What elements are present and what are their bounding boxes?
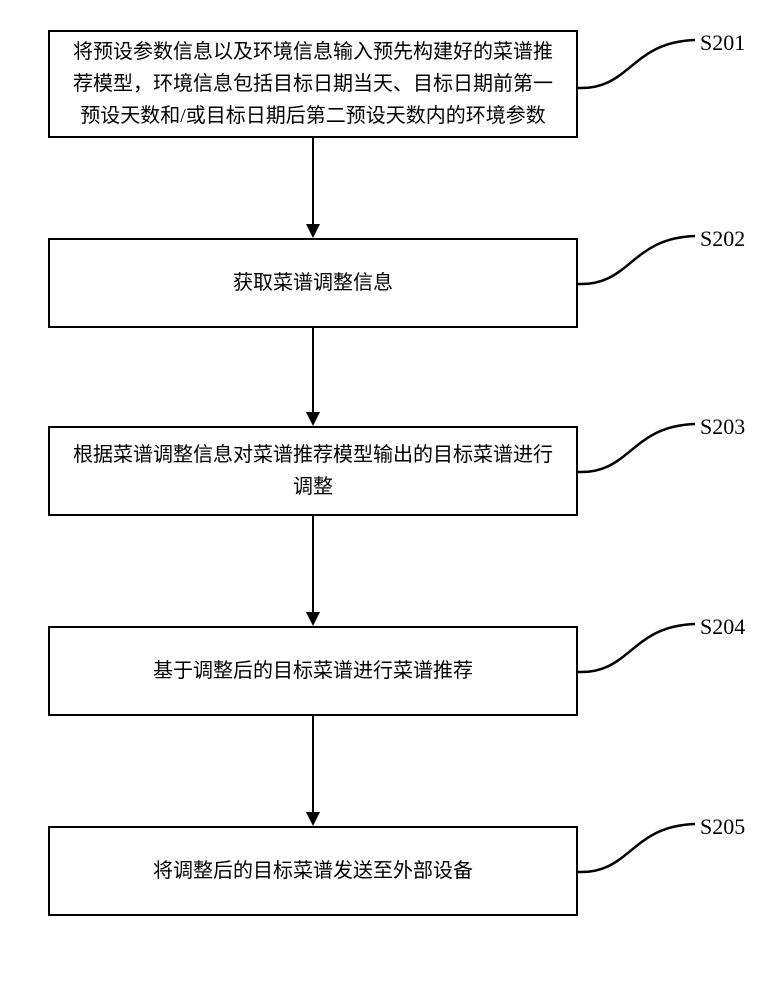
label-connector	[578, 420, 695, 476]
flow-step-box: 获取菜谱调整信息	[48, 238, 578, 328]
flow-step-text: 根据菜谱调整信息对菜谱推荐模型输出的目标菜谱进行调整	[70, 439, 556, 503]
flow-step-text: 将预设参数信息以及环境信息输入预先构建好的菜谱推荐模型，环境信息包括目标日期当天…	[70, 36, 556, 132]
flow-arrow-head	[306, 612, 320, 626]
flow-arrow-line	[312, 716, 314, 814]
flow-step-text: 基于调整后的目标菜谱进行菜谱推荐	[153, 655, 473, 687]
flow-arrow-head	[306, 412, 320, 426]
flow-step-box: 基于调整后的目标菜谱进行菜谱推荐	[48, 626, 578, 716]
label-connector	[578, 36, 695, 92]
flow-arrow-line	[312, 138, 314, 226]
flow-arrow-head	[306, 224, 320, 238]
label-connector	[578, 620, 695, 676]
flow-arrow-line	[312, 328, 314, 414]
step-label: S204	[700, 614, 745, 640]
flow-step-text: 获取菜谱调整信息	[233, 267, 393, 299]
flow-arrow-head	[306, 812, 320, 826]
flow-step-box: 将预设参数信息以及环境信息输入预先构建好的菜谱推荐模型，环境信息包括目标日期当天…	[48, 30, 578, 138]
flow-arrow-line	[312, 516, 314, 614]
flow-step-text: 将调整后的目标菜谱发送至外部设备	[153, 855, 473, 887]
label-connector	[578, 820, 695, 876]
step-label: S203	[700, 414, 745, 440]
step-label: S201	[700, 30, 745, 56]
flow-step-box: 将调整后的目标菜谱发送至外部设备	[48, 826, 578, 916]
label-connector	[578, 232, 695, 288]
flow-step-box: 根据菜谱调整信息对菜谱推荐模型输出的目标菜谱进行调整	[48, 426, 578, 516]
step-label: S202	[700, 226, 745, 252]
step-label: S205	[700, 814, 745, 840]
